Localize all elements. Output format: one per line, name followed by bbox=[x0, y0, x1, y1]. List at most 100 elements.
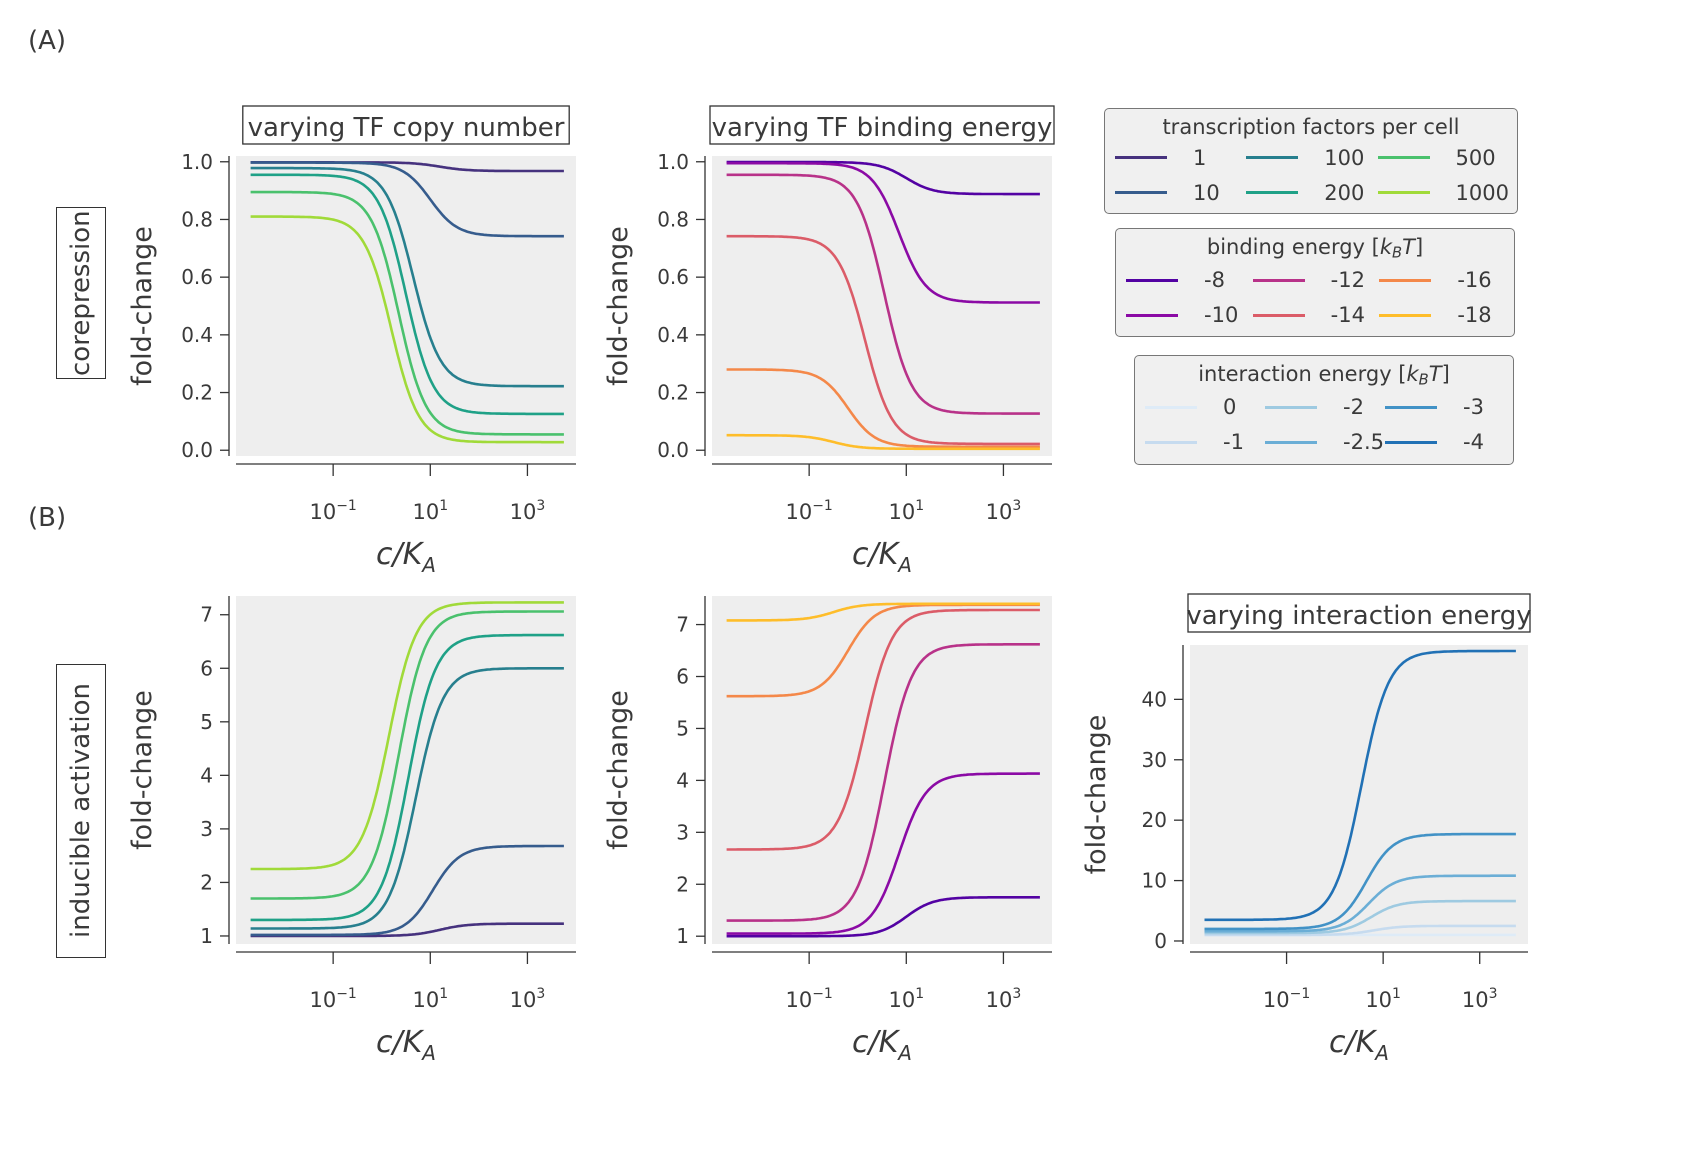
y-tick-label: 1.0 bbox=[181, 150, 213, 174]
y-tick-label: 10 bbox=[1142, 869, 1167, 893]
legend-line-swatch bbox=[1265, 405, 1317, 409]
plot-area bbox=[712, 596, 1052, 944]
series-line-200 bbox=[250, 633, 564, 922]
x-tick-label: 101 bbox=[888, 498, 924, 524]
legend-line-swatch bbox=[1379, 313, 1432, 317]
legend-item-label: -2 bbox=[1343, 395, 1364, 420]
y-tick-label: 2 bbox=[200, 870, 213, 894]
legend-line-swatch bbox=[1265, 440, 1317, 444]
legend-item-label: -18 bbox=[1457, 303, 1492, 328]
chart-act-copy: 1 2 3 4 5 6 7 10−1 101 103 c/KA fold-change bbox=[127, 596, 576, 1065]
y-tick-label: 4 bbox=[676, 768, 689, 792]
series-line-500 bbox=[250, 610, 564, 900]
y-tick-label: 4 bbox=[200, 763, 213, 787]
x-tick-label: 103 bbox=[986, 498, 1022, 524]
y-axis-label: fold-change bbox=[1081, 715, 1112, 875]
legend-item: 1 bbox=[1115, 141, 1246, 174]
y-tick-label: 0 bbox=[1154, 929, 1167, 953]
chart-title: varying TF copy number bbox=[248, 113, 565, 143]
legend-line-swatch bbox=[1377, 191, 1430, 194]
y-tick-label: 5 bbox=[200, 710, 213, 734]
y-axis-label: fold-change bbox=[603, 226, 634, 386]
series-line-100 bbox=[250, 166, 564, 388]
series-line-200 bbox=[250, 173, 564, 416]
x-tick-label: 103 bbox=[1462, 986, 1498, 1012]
legend-item-label: 0 bbox=[1223, 395, 1237, 420]
x-tick-label: 10−1 bbox=[785, 986, 832, 1012]
legend-title-text: interaction energy [ bbox=[1198, 362, 1407, 386]
y-tick-label: 2 bbox=[676, 872, 689, 896]
legend-line-swatch bbox=[1126, 313, 1178, 317]
legend-line-swatch bbox=[1145, 440, 1197, 444]
legend-title-sub: B bbox=[1418, 371, 1429, 389]
legend-interaction-energy-grid: 0 -1 -2 -2.5 -3 -4 bbox=[1135, 391, 1513, 465]
x-axis-label: c/KA bbox=[852, 1025, 912, 1065]
x-tick-label: 103 bbox=[986, 986, 1022, 1012]
legend-copy-number-title: transcription factors per cell bbox=[1162, 115, 1460, 139]
legend-item: -16 bbox=[1379, 264, 1506, 297]
chart-title-box bbox=[242, 105, 570, 145]
legend-item: 100 bbox=[1246, 141, 1377, 174]
legend-line-swatch bbox=[1246, 156, 1299, 159]
legend-item: -18 bbox=[1379, 299, 1506, 332]
panel-label-a: (A) bbox=[28, 26, 67, 56]
y-tick-label: 0.0 bbox=[657, 438, 689, 462]
y-tick-label: 6 bbox=[676, 665, 689, 689]
series-line--18 bbox=[726, 602, 1040, 622]
legend-item-label: 100 bbox=[1324, 145, 1365, 170]
x-tick-label: 10−1 bbox=[1263, 986, 1310, 1012]
chart-corep-copy: 0.0 0.2 0.4 0.6 0.8 1.0 10−1 101 103 c/KA fold-cha… bbox=[127, 105, 576, 577]
plot-area bbox=[236, 156, 576, 456]
chart-title-box bbox=[709, 105, 1055, 145]
legend-line-swatch bbox=[1377, 156, 1430, 159]
legend-line-swatch bbox=[1145, 405, 1197, 409]
series-line--18 bbox=[726, 433, 1040, 451]
chart-title-box bbox=[1187, 593, 1531, 633]
legend-item: -1 bbox=[1145, 426, 1265, 459]
series-line--2.5 bbox=[1204, 874, 1516, 933]
panel-label-b: (B) bbox=[28, 503, 67, 533]
y-tick-label: 7 bbox=[200, 603, 213, 627]
x-axis-label: c/KA bbox=[376, 537, 436, 577]
legend-item-label: -4 bbox=[1463, 430, 1484, 455]
y-tick-label: 0.2 bbox=[657, 381, 689, 405]
legend-line-swatch bbox=[1252, 313, 1305, 317]
legend-item-label: 500 bbox=[1455, 145, 1496, 170]
legend-item: -12 bbox=[1252, 264, 1380, 297]
y-tick-label: 5 bbox=[676, 716, 689, 740]
x-tick-label: 101 bbox=[1365, 986, 1401, 1012]
legend-line-swatch bbox=[1252, 278, 1305, 282]
series-line--14 bbox=[726, 234, 1040, 446]
plot-area bbox=[712, 156, 1052, 456]
legend-item-label: -8 bbox=[1204, 268, 1225, 293]
legend-title-kb: k bbox=[1406, 362, 1419, 386]
y-tick-label: 0.0 bbox=[181, 438, 213, 462]
legend-item: 1000 bbox=[1377, 176, 1509, 209]
series-line--2 bbox=[1204, 899, 1516, 935]
chart-title: varying interaction energy bbox=[1186, 601, 1531, 631]
legend-line-swatch bbox=[1115, 156, 1167, 159]
series-line--10 bbox=[726, 161, 1040, 304]
x-tick-label: 10−1 bbox=[309, 498, 356, 524]
chart-act-interaction: 0 10 20 30 40 10−1 101 103 c/KA fold-change varyin… bbox=[1081, 593, 1532, 1065]
legend-title-sub: B bbox=[1392, 244, 1403, 262]
series-line--10 bbox=[726, 772, 1040, 935]
legend-item: -4 bbox=[1385, 426, 1505, 459]
legend-title-T: T bbox=[1428, 362, 1442, 386]
legend-item: -14 bbox=[1252, 299, 1380, 332]
x-tick-label: 101 bbox=[412, 498, 448, 524]
x-tick-label: 103 bbox=[510, 498, 546, 524]
series-line-10 bbox=[250, 844, 564, 937]
legend-item-label: -2.5 bbox=[1343, 430, 1384, 455]
y-tick-label: 1 bbox=[676, 924, 689, 948]
y-tick-label: 7 bbox=[676, 613, 689, 637]
series-line-1000 bbox=[250, 601, 564, 871]
y-tick-label: 6 bbox=[200, 656, 213, 680]
x-tick-label: 10−1 bbox=[785, 498, 832, 524]
chart-act-energy: 1 2 3 4 5 6 7 10−1 101 103 c/KA fold-change bbox=[603, 596, 1052, 1065]
legend-line-swatch bbox=[1246, 191, 1299, 194]
y-tick-label: 0.2 bbox=[181, 381, 213, 405]
x-axis-label: c/KA bbox=[852, 537, 912, 577]
series-line--14 bbox=[726, 608, 1040, 851]
